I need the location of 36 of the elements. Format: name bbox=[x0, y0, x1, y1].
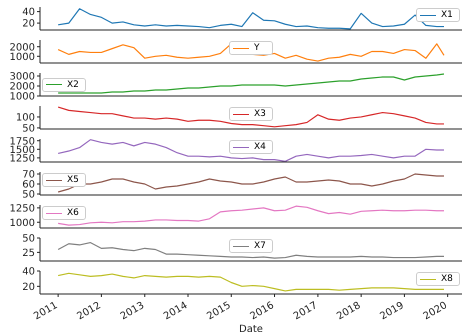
y-tick-label: 40 bbox=[22, 266, 35, 278]
y-tick-label: 50 bbox=[22, 123, 35, 134]
legend-label: X6 bbox=[67, 208, 79, 218]
legend-label: X2 bbox=[67, 80, 79, 90]
y-tick-label: 60 bbox=[22, 180, 35, 191]
y-tick-label: 1000 bbox=[10, 218, 35, 229]
y-tick-label: 70 bbox=[22, 170, 35, 181]
y-tick-label: 1250 bbox=[10, 203, 35, 214]
y-tick-label: 50 bbox=[22, 190, 35, 201]
line-series bbox=[58, 43, 445, 62]
legend-label: Y bbox=[254, 43, 260, 53]
line-series bbox=[58, 73, 445, 94]
line-series bbox=[58, 139, 445, 162]
y-tick-label: 20 bbox=[22, 18, 35, 30]
y-tick-label: 20 bbox=[22, 282, 35, 293]
legend-label: X4 bbox=[254, 142, 266, 152]
legend-label: X1 bbox=[441, 10, 453, 20]
y-tick-label: 1000 bbox=[10, 92, 35, 103]
x-axis-title: Date bbox=[239, 324, 263, 335]
legend-label: X3 bbox=[254, 109, 266, 119]
line-series bbox=[58, 242, 445, 259]
line-series bbox=[58, 106, 445, 128]
y-tick-label: 50 bbox=[22, 234, 35, 245]
y-tick-label: 1250 bbox=[10, 153, 35, 164]
y-tick-label: 2000 bbox=[10, 82, 35, 93]
line-series bbox=[58, 206, 445, 226]
y-tick-label: 2000 bbox=[10, 42, 35, 54]
y-tick-label: 1000 bbox=[10, 52, 35, 63]
legend-label: X7 bbox=[254, 241, 266, 251]
y-tick-label: 3000 bbox=[10, 72, 35, 83]
y-tick-label: 40 bbox=[22, 7, 35, 18]
y-tick-label: 25 bbox=[22, 248, 35, 259]
legend-label: X5 bbox=[67, 175, 79, 185]
line-series bbox=[58, 173, 445, 193]
y-tick-label: 100 bbox=[16, 112, 35, 124]
legend-label: X8 bbox=[441, 274, 453, 284]
